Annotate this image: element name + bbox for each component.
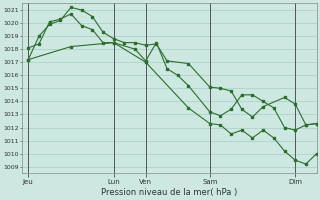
X-axis label: Pression niveau de la mer( hPa ): Pression niveau de la mer( hPa ) xyxy=(101,188,237,197)
